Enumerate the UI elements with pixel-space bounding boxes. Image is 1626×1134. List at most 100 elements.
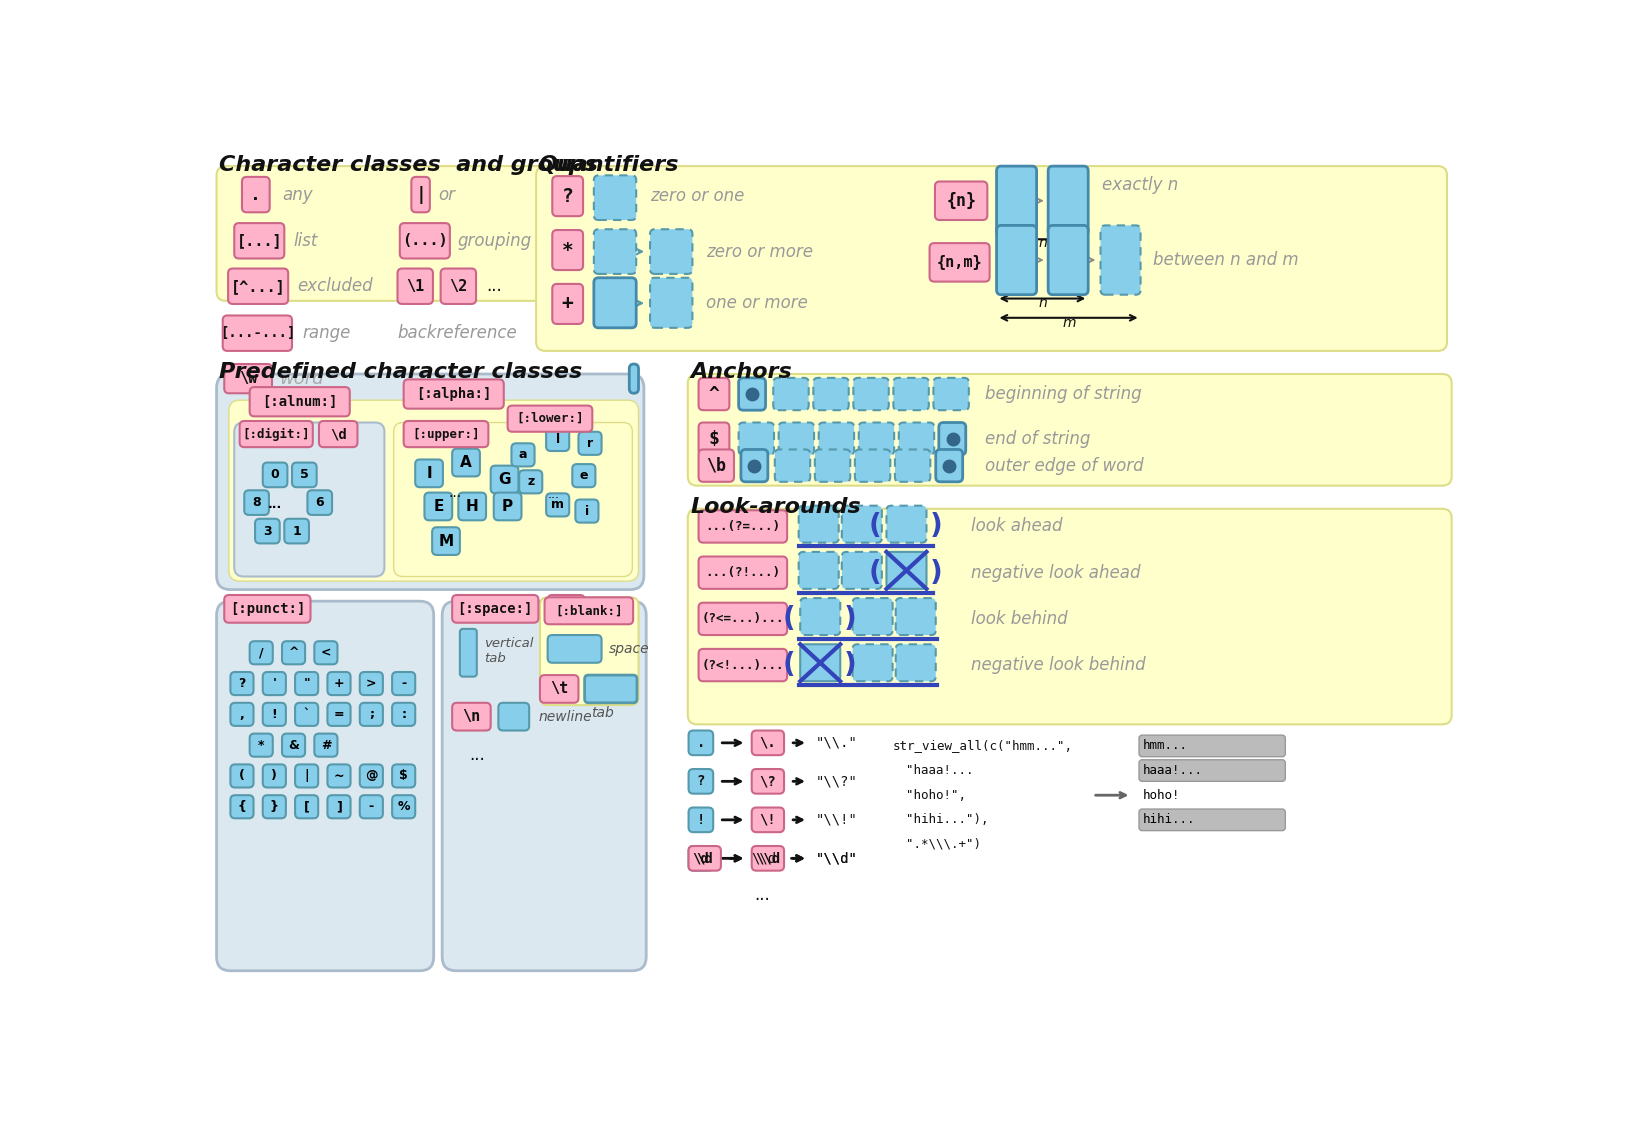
FancyBboxPatch shape — [548, 635, 602, 662]
FancyBboxPatch shape — [507, 406, 592, 432]
FancyBboxPatch shape — [886, 552, 927, 589]
FancyBboxPatch shape — [699, 602, 787, 635]
FancyBboxPatch shape — [751, 730, 784, 755]
FancyBboxPatch shape — [935, 449, 963, 482]
Text: <: < — [320, 646, 332, 659]
FancyBboxPatch shape — [293, 463, 317, 488]
FancyBboxPatch shape — [593, 278, 636, 328]
Text: *: * — [563, 240, 574, 260]
FancyBboxPatch shape — [852, 644, 893, 682]
FancyBboxPatch shape — [231, 703, 254, 726]
FancyBboxPatch shape — [798, 552, 839, 589]
FancyBboxPatch shape — [231, 795, 254, 819]
FancyBboxPatch shape — [281, 734, 306, 756]
Text: outer edge of word: outer edge of word — [985, 457, 1143, 475]
Text: \d: \d — [696, 852, 714, 865]
Text: r: r — [587, 437, 593, 450]
FancyBboxPatch shape — [800, 644, 841, 682]
Text: Look-arounds: Look-arounds — [689, 497, 860, 517]
FancyBboxPatch shape — [779, 423, 815, 455]
Text: hoho!: hoho! — [1143, 789, 1180, 802]
FancyBboxPatch shape — [738, 423, 774, 455]
Text: \t: \t — [550, 682, 569, 696]
FancyBboxPatch shape — [228, 269, 288, 304]
FancyBboxPatch shape — [460, 629, 476, 677]
Text: \w: \w — [239, 371, 257, 387]
FancyBboxPatch shape — [1140, 809, 1285, 830]
Text: ...: ... — [486, 277, 502, 295]
FancyBboxPatch shape — [424, 492, 452, 521]
FancyBboxPatch shape — [250, 641, 273, 665]
Text: (?<!...)...: (?<!...)... — [701, 659, 784, 671]
Text: [:lower:]: [:lower:] — [515, 412, 584, 425]
FancyBboxPatch shape — [859, 423, 894, 455]
FancyBboxPatch shape — [415, 459, 442, 488]
FancyBboxPatch shape — [359, 795, 382, 819]
FancyBboxPatch shape — [314, 641, 338, 665]
Text: ...(?=...): ...(?=...) — [706, 521, 780, 533]
Text: \n: \n — [462, 709, 481, 725]
FancyBboxPatch shape — [688, 730, 714, 755]
Text: look behind: look behind — [971, 610, 1068, 628]
Text: ,: , — [239, 708, 244, 721]
Text: hihi...: hihi... — [1143, 813, 1195, 827]
FancyBboxPatch shape — [442, 601, 646, 971]
FancyBboxPatch shape — [800, 598, 841, 635]
FancyBboxPatch shape — [519, 471, 541, 493]
FancyBboxPatch shape — [294, 703, 319, 726]
FancyBboxPatch shape — [545, 598, 633, 624]
Text: [:digit:]: [:digit:] — [242, 428, 311, 441]
FancyBboxPatch shape — [452, 449, 480, 476]
Text: {n,m}: {n,m} — [937, 255, 982, 270]
FancyBboxPatch shape — [229, 400, 639, 581]
Text: %: % — [397, 801, 410, 813]
FancyBboxPatch shape — [813, 378, 849, 411]
Text: [:blank:]: [:blank:] — [554, 604, 623, 617]
Text: |: | — [304, 770, 309, 782]
FancyBboxPatch shape — [629, 364, 639, 393]
Text: ^: ^ — [709, 386, 719, 403]
FancyBboxPatch shape — [250, 387, 350, 416]
Text: n: n — [1039, 236, 1047, 249]
FancyBboxPatch shape — [441, 269, 476, 304]
FancyBboxPatch shape — [327, 764, 351, 787]
FancyBboxPatch shape — [459, 492, 486, 521]
Text: .: . — [696, 736, 706, 750]
FancyBboxPatch shape — [242, 177, 270, 212]
FancyBboxPatch shape — [579, 432, 602, 455]
Text: exactly n: exactly n — [1102, 177, 1179, 194]
FancyBboxPatch shape — [294, 672, 319, 695]
Text: word: word — [280, 370, 324, 388]
FancyBboxPatch shape — [699, 378, 730, 411]
Text: "\\?": "\\?" — [816, 775, 857, 788]
Text: :: : — [402, 708, 406, 721]
Text: !: ! — [272, 708, 276, 721]
Text: @: @ — [366, 770, 377, 782]
Text: A: A — [460, 455, 472, 471]
Text: ...: ... — [268, 498, 283, 510]
Text: \2: \2 — [449, 279, 467, 294]
Text: [:upper:]: [:upper:] — [413, 428, 480, 441]
FancyBboxPatch shape — [294, 764, 319, 787]
FancyBboxPatch shape — [263, 463, 288, 488]
FancyBboxPatch shape — [741, 449, 767, 482]
Text: excluded: excluded — [298, 277, 372, 295]
Text: ?: ? — [696, 775, 706, 788]
Text: any: any — [283, 186, 314, 204]
FancyBboxPatch shape — [997, 226, 1037, 295]
FancyBboxPatch shape — [540, 675, 579, 703]
Text: [...-...]: [...-...] — [220, 327, 294, 340]
FancyBboxPatch shape — [307, 490, 332, 515]
FancyBboxPatch shape — [452, 595, 538, 623]
Text: grouping: grouping — [457, 231, 532, 249]
FancyBboxPatch shape — [548, 595, 585, 623]
Text: &: & — [288, 738, 299, 752]
FancyBboxPatch shape — [553, 230, 584, 270]
Text: +: + — [563, 295, 574, 313]
Text: -: - — [402, 677, 406, 691]
Text: #: # — [320, 738, 332, 752]
Text: str_view_all(c("hmm...",: str_view_all(c("hmm...", — [893, 739, 1073, 753]
FancyBboxPatch shape — [234, 423, 384, 576]
FancyBboxPatch shape — [263, 672, 286, 695]
FancyBboxPatch shape — [688, 509, 1452, 725]
